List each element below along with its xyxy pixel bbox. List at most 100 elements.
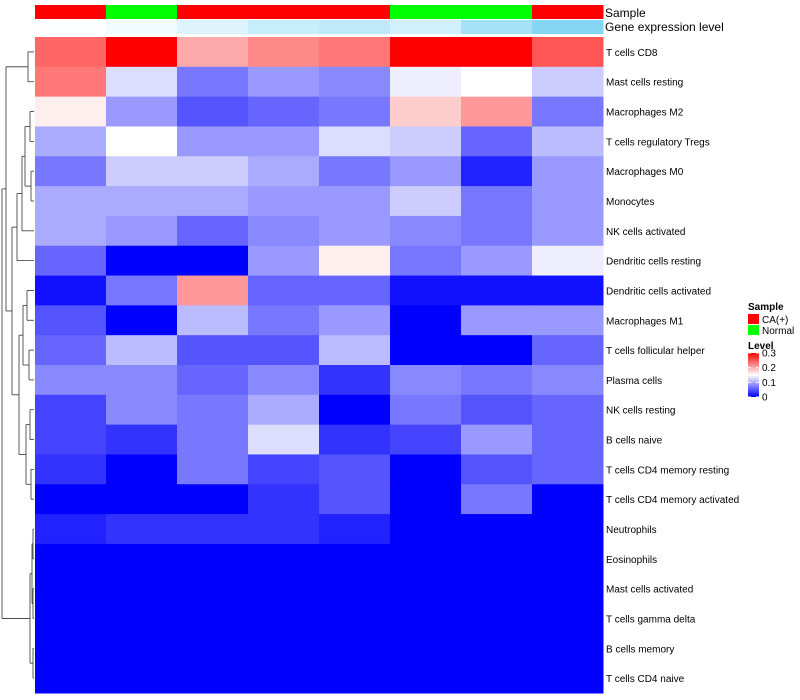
gene-expression-annotation-cell [532, 20, 604, 34]
legend-level-tick-label: 0.3 [762, 349, 776, 360]
sample-annotation-cell [35, 5, 107, 19]
heatmap-cell [390, 663, 462, 694]
heatmap-cell [248, 186, 320, 217]
heatmap-cell [461, 573, 533, 605]
heatmap-cell [248, 96, 320, 127]
legend-level-colorbar [748, 353, 759, 397]
heatmap-cell [35, 335, 107, 366]
heatmap-cell [35, 573, 107, 605]
row-label: Eosinophils [606, 555, 657, 566]
heatmap-cell [106, 245, 178, 277]
heatmap-cell [390, 424, 462, 455]
heatmap-cell [461, 305, 533, 336]
heatmap-cell [532, 484, 604, 515]
heatmap-cell [319, 37, 391, 68]
heatmap-cell [461, 245, 533, 277]
heatmap-cell [461, 633, 533, 664]
heatmap-cell [319, 335, 391, 366]
heatmap-cell [461, 484, 533, 515]
heatmap-cell [532, 663, 604, 694]
heatmap-cell [532, 275, 604, 306]
heatmap-cell [248, 66, 320, 98]
row-label: NK cells activated [606, 227, 685, 238]
row-label: T cells gamma delta [606, 614, 696, 625]
heatmap-cell [35, 514, 107, 545]
heatmap-cell [319, 633, 391, 664]
heatmap-cell [177, 573, 249, 605]
heatmap-cell [532, 126, 604, 157]
legend-swatch-ca [748, 314, 759, 324]
heatmap-cell [390, 126, 462, 157]
legend: Sample CA(+) Normal Level 0.3 0.2 0.1 0 [748, 302, 794, 404]
heatmap-cell [35, 96, 107, 127]
row-labels: T cells CD8 Mast cells resting Macrophages… [606, 48, 739, 685]
row-label: T cells regulatory Tregs [606, 137, 710, 148]
heatmap-cell [248, 603, 320, 634]
heatmap-cell [35, 365, 107, 396]
heatmap-cell [35, 156, 107, 187]
heatmap-cell [461, 543, 533, 575]
heatmap-cell [390, 603, 462, 634]
heatmap-cell [532, 37, 604, 68]
row-label: Neutrophils [606, 525, 657, 536]
heatmap-cell [319, 215, 391, 247]
heatmap-cell [248, 633, 320, 664]
heatmap-cell [106, 394, 178, 426]
heatmap-cell [106, 424, 178, 455]
heatmap-cell [248, 335, 320, 366]
heatmap-cell [461, 156, 533, 187]
row-label: Dendritic cells activated [606, 286, 711, 297]
heatmap-cell [106, 186, 178, 217]
heatmap-cell [319, 424, 391, 455]
heatmap-cell [106, 514, 178, 545]
heatmap-cell [177, 96, 249, 127]
heatmap-cell [35, 305, 107, 336]
heatmap-cell [390, 186, 462, 217]
heatmap-cell [319, 245, 391, 277]
heatmap-cell [248, 573, 320, 605]
heatmap-cell [390, 454, 462, 485]
heatmap-cell [106, 215, 178, 247]
annotation-label-sample: Sample [605, 6, 646, 20]
heatmap-cell [177, 484, 249, 515]
heatmap-cell [248, 215, 320, 247]
row-label: B cells memory [606, 644, 674, 655]
heatmap-cell [532, 96, 604, 127]
heatmap-cell [106, 573, 178, 605]
heatmap-cell [35, 186, 107, 217]
heatmap-cell [177, 156, 249, 187]
heatmap-cell [106, 633, 178, 664]
legend-label-normal: Normal [762, 326, 794, 337]
gene-expression-annotation-cell [461, 20, 533, 34]
heatmap-cell [106, 454, 178, 485]
heatmap-cell [319, 573, 391, 605]
heatmap-cell [461, 215, 533, 247]
heatmap-cell [319, 96, 391, 127]
row-label: T cells CD4 memory resting [606, 465, 729, 476]
heatmap-cell [532, 424, 604, 455]
heatmap-cell [248, 156, 320, 187]
heatmap-cells [35, 37, 604, 694]
heatmap-cell [390, 245, 462, 277]
row-label: Macrophages M0 [606, 167, 684, 178]
heatmap-cell [177, 275, 249, 306]
gene-expression-annotation-cell [390, 20, 462, 34]
heatmap-cell [532, 454, 604, 485]
heatmap-cell [390, 275, 462, 306]
heatmap-cell [177, 424, 249, 455]
heatmap-cell [461, 514, 533, 545]
heatmap-cell [461, 275, 533, 306]
heatmap-cell [319, 484, 391, 515]
heatmap-cell [461, 394, 533, 426]
heatmap-cell [106, 66, 178, 98]
heatmap-cell [35, 126, 107, 157]
heatmap-cell [532, 186, 604, 217]
heatmap-cell [461, 335, 533, 366]
heatmap-cell [35, 245, 107, 277]
row-label: T cells CD4 memory activated [606, 495, 739, 506]
heatmap-cell [319, 156, 391, 187]
annotation-label-gene-expression: Gene expression level [605, 20, 724, 34]
heatmap-cell [35, 37, 107, 68]
sample-annotation-cell [177, 5, 249, 19]
